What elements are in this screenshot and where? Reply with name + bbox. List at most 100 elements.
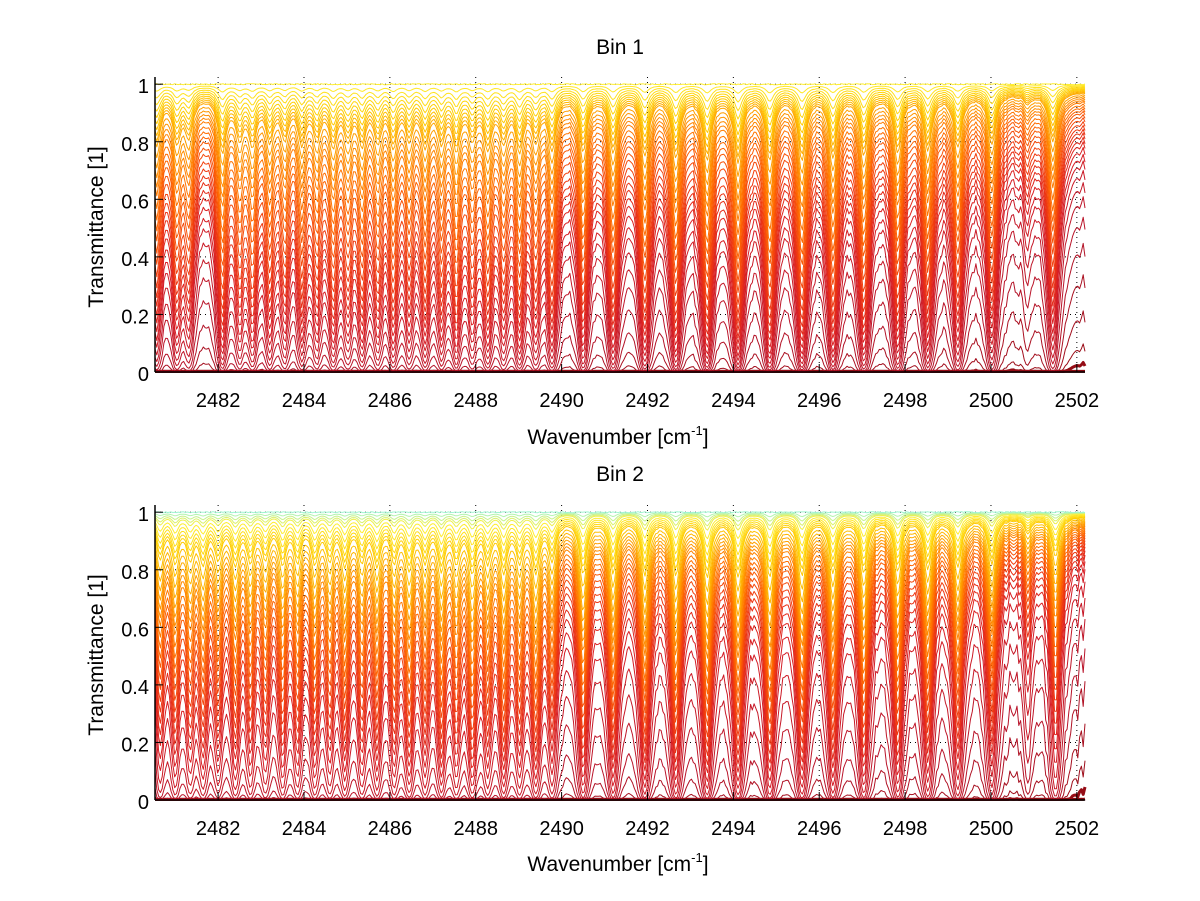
series-line <box>154 117 1086 294</box>
subplot-bin-2: Bin 2 2482 2484 2486 2488 2490 2492 2494 2496 24… <box>85 463 1099 876</box>
x-tick-label: 2502 <box>1055 390 1100 412</box>
series-line <box>154 619 1086 800</box>
series-line <box>154 86 1086 112</box>
x-tick-label: 2496 <box>797 818 842 840</box>
series-line <box>154 519 1086 605</box>
x-tick-label: 2490 <box>539 818 584 840</box>
series-line <box>154 555 1086 774</box>
series-line <box>154 520 1086 618</box>
chart-title: Bin 1 <box>596 36 644 59</box>
series-line <box>154 92 1086 164</box>
y-tick-label: 0.4 <box>121 677 149 699</box>
x-tick-label: 2484 <box>282 390 327 412</box>
series-line <box>154 543 1086 747</box>
y-tick-labels: 0 0.2 0.4 0.6 0.8 1 <box>121 76 149 386</box>
y-tick-label: 0.4 <box>121 249 149 271</box>
series-line <box>154 101 1086 222</box>
x-axis-label: Wavenumber [cm-1] <box>527 423 708 449</box>
series-line <box>154 87 1086 120</box>
series-line <box>154 125 1086 315</box>
x-tick-label: 2488 <box>453 818 498 840</box>
series-line <box>154 132 1086 331</box>
y-tick-label: 0.2 <box>121 734 149 756</box>
series-line <box>154 108 1086 260</box>
series-line <box>154 515 1086 564</box>
series-line <box>154 516 1086 571</box>
series-line <box>154 88 1086 128</box>
series-line <box>154 514 1086 556</box>
series-line <box>154 90 1086 150</box>
x-tick-labels: 2482 2484 2486 2488 2490 2492 2494 2496 2498 2500… <box>196 390 1099 412</box>
y-tick-label: 0.2 <box>121 306 149 328</box>
x-tick-label: 2482 <box>196 390 241 412</box>
series-line <box>154 91 1086 158</box>
series-line <box>154 516 1086 578</box>
axes <box>154 77 1085 373</box>
chart-title: Bin 2 <box>596 463 644 486</box>
y-axis-label: Transmittance [1] <box>85 574 108 735</box>
series-line <box>154 527 1086 672</box>
series-line <box>154 512 1086 527</box>
series-line <box>154 550 1086 765</box>
x-tick-label: 2492 <box>625 818 670 840</box>
x-tick-labels: 2482 2484 2486 2488 2490 2492 2494 2496 2498 2500… <box>196 818 1099 840</box>
series-line <box>154 146 1086 351</box>
series-line <box>154 84 1086 94</box>
series-line <box>154 529 1086 684</box>
series-line <box>154 535 1086 716</box>
series-line <box>154 513 1086 531</box>
series-line <box>154 106 1086 248</box>
series-line <box>154 514 1086 548</box>
y-axis-label: Transmittance [1] <box>85 146 108 307</box>
series-line <box>154 523 1086 640</box>
series-line <box>154 141 1086 345</box>
series-line <box>154 94 1086 177</box>
axes <box>154 505 1085 801</box>
series-line <box>154 524 1086 650</box>
series-line <box>154 569 1086 789</box>
x-tick-label: 2488 <box>453 390 498 412</box>
series-line <box>154 89 1086 136</box>
x-tick-label: 2484 <box>282 818 327 840</box>
series-line <box>154 532 1086 705</box>
series-line <box>154 196 1086 371</box>
series-line <box>154 128 1086 324</box>
y-tick-label: 0.6 <box>121 191 149 213</box>
series-line <box>154 170 1086 366</box>
x-tick-label: 2498 <box>883 390 928 412</box>
x-axis-label: Wavenumber [cm-1] <box>527 850 708 876</box>
series-line <box>154 110 1086 270</box>
y-tick-label: 0 <box>138 792 149 814</box>
x-tick-label: 2490 <box>539 390 584 412</box>
series-line <box>154 103 1086 236</box>
series-line <box>154 561 1086 782</box>
series-line <box>154 97 1086 201</box>
series-line <box>154 153 1086 357</box>
series-line <box>154 99 1086 212</box>
y-tick-label: 0.8 <box>121 134 149 156</box>
x-tick-label: 2494 <box>711 390 756 412</box>
plot-area <box>154 511 1087 801</box>
y-tick-labels: 0 0.2 0.4 0.6 0.8 1 <box>121 504 149 814</box>
y-tick-label: 1 <box>138 504 149 526</box>
series-line <box>154 511 1086 514</box>
x-tick-label: 2498 <box>883 818 928 840</box>
x-tick-label: 2496 <box>797 390 842 412</box>
y-tick-label: 1 <box>138 76 149 98</box>
series-line <box>154 114 1086 283</box>
y-tick-label: 0.8 <box>121 562 149 584</box>
series-line <box>154 537 1086 726</box>
series-line <box>154 521 1086 629</box>
series-line <box>154 540 1086 738</box>
x-tick-label: 2486 <box>368 818 413 840</box>
x-tick-label: 2482 <box>196 818 241 840</box>
series-line <box>154 518 1086 592</box>
x-tick-label: 2500 <box>969 390 1014 412</box>
series-line <box>154 581 1086 796</box>
series-line <box>154 512 1086 522</box>
series-line <box>155 83 1086 86</box>
series-line <box>154 512 1086 518</box>
series-line <box>154 95 1086 190</box>
series-line <box>154 531 1086 695</box>
